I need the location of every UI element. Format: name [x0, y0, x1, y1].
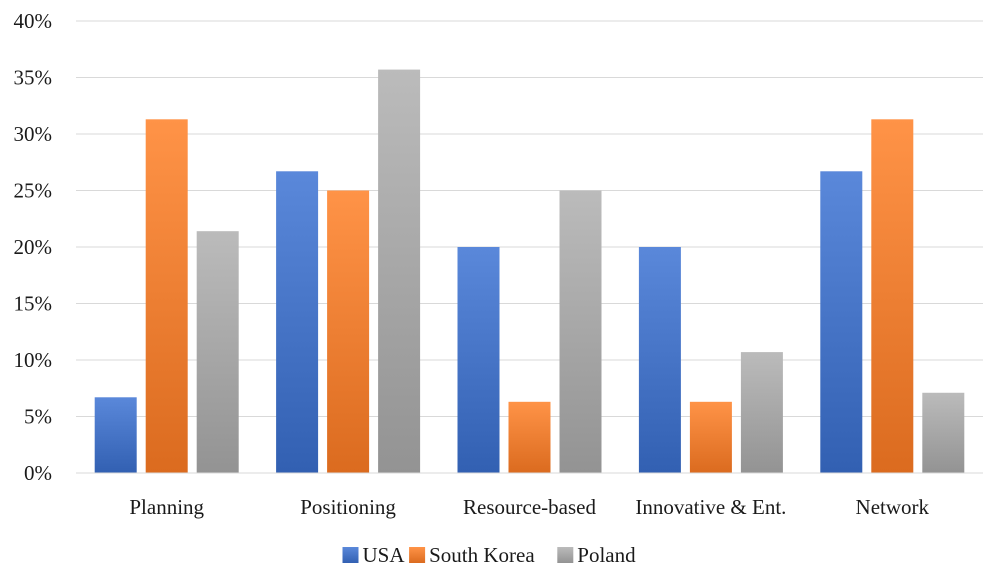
bar-south-korea — [871, 119, 914, 473]
x-axis-tick-labels: Planning Positioning Resource-based Innovat… — [129, 495, 929, 519]
bar-south-korea — [145, 119, 188, 473]
y-tick-label: 40% — [14, 9, 53, 33]
bar-usa — [457, 247, 500, 473]
legend-swatch — [342, 547, 359, 563]
bar-south-korea — [689, 401, 732, 473]
x-tick-label: Positioning — [300, 495, 396, 519]
y-tick-label: 25% — [14, 179, 53, 203]
y-tick-label: 20% — [14, 235, 53, 259]
legend-swatch — [409, 547, 426, 563]
y-axis-tick-labels: 0% 5% 10% 15% 20% 25% 30% 35% 40% — [14, 9, 53, 485]
y-tick-label: 35% — [14, 66, 53, 90]
y-tick-label: 5% — [24, 405, 52, 429]
bar-usa — [820, 171, 863, 474]
bars — [94, 69, 965, 474]
legend: USA South Korea Poland — [342, 543, 636, 567]
legend-swatch — [557, 547, 574, 563]
bar-south-korea — [508, 401, 551, 473]
legend-label: South Korea — [429, 543, 535, 567]
bar-usa — [94, 397, 137, 473]
legend-label: USA — [363, 543, 406, 567]
y-tick-label: 15% — [14, 292, 53, 316]
bar-poland — [559, 190, 602, 473]
bar-south-korea — [327, 190, 370, 473]
x-tick-label: Planning — [129, 495, 204, 519]
y-tick-label: 0% — [24, 461, 52, 485]
bar-poland — [922, 392, 965, 473]
bar-usa — [638, 247, 681, 473]
x-tick-label: Resource-based — [463, 495, 596, 519]
x-tick-label: Network — [856, 495, 930, 519]
y-tick-label: 30% — [14, 122, 53, 146]
legend-label: Poland — [577, 543, 636, 567]
bar-poland — [378, 69, 421, 473]
bar-poland — [196, 231, 239, 473]
y-tick-label: 10% — [14, 348, 53, 372]
bar-usa — [276, 171, 319, 474]
x-tick-label: Innovative & Ent. — [635, 495, 786, 519]
bar-poland — [740, 352, 783, 473]
